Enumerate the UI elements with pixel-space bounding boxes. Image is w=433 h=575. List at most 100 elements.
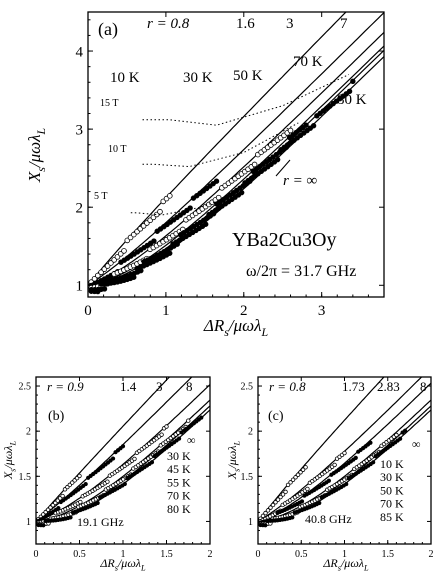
data-point (285, 482, 291, 488)
plot-area (88, 12, 384, 295)
data-point (41, 523, 46, 528)
data-point (288, 480, 293, 485)
data-point (120, 444, 126, 449)
theory-curve (88, 31, 384, 286)
data-point (77, 473, 82, 479)
y-tick-label: 1 (248, 517, 253, 528)
temperature-label: 55 K (167, 475, 191, 489)
y-tick-label: 1.5 (19, 472, 32, 483)
data-point (263, 510, 268, 516)
y-axis-label: Xs/μωλL (225, 441, 241, 481)
x-tick-label: 1.5 (382, 549, 395, 560)
data-point (164, 424, 169, 429)
data-point (151, 238, 157, 244)
data-point (159, 432, 164, 437)
y-axis-label: Xs/μωλL (25, 127, 48, 183)
data-point (326, 478, 331, 483)
data-point (91, 275, 98, 282)
curve-label-infinity: r = ∞ (283, 173, 317, 189)
curve-label: 2.83 (377, 379, 400, 394)
data-point (78, 499, 83, 505)
curve-label: 1.6 (236, 16, 255, 32)
panel-c: 0 0.5 1 1.5 2 1 1.5 2 2.5 (c) r = 0.8 1.73 2.83 8 ∞ 10 … (225, 376, 433, 572)
y-tick-label: 3 (76, 122, 84, 138)
data-point (131, 274, 137, 280)
data-point (149, 460, 155, 465)
field-label: 10 T (108, 144, 126, 155)
data-point (95, 272, 101, 279)
panel-label: (c) (268, 409, 284, 424)
curve-label-infinity: ∞ (412, 437, 421, 451)
data-point (299, 499, 305, 504)
curve-label-infinity: ∞ (187, 433, 196, 447)
data-point (303, 122, 309, 128)
data-point (290, 477, 296, 483)
temperature-label: 10 K (380, 457, 404, 471)
data-point (310, 123, 317, 129)
frequency-label: 19.1 GHz (77, 515, 124, 529)
data-point (166, 193, 173, 199)
y-tick-label: 2.5 (241, 382, 254, 393)
data-point (110, 456, 116, 461)
frequency-label: ω/2π = 31.7 GHz (246, 263, 356, 280)
plot-area (36, 377, 210, 528)
y-axis-label: Xs/μωλL (1, 441, 17, 481)
data-point (203, 221, 209, 227)
data-point (121, 248, 127, 254)
x-tick-label: 1 (162, 303, 170, 319)
temperature-label: 10 K (110, 70, 140, 86)
data-point (344, 481, 349, 487)
data-point (303, 465, 308, 470)
curve-label: 8 (420, 379, 427, 394)
data-point (300, 467, 306, 472)
plot-frame (87, 11, 385, 298)
x-tick-label: 2 (240, 303, 248, 319)
curve-label: 3 (156, 379, 163, 394)
data-point (332, 462, 337, 468)
temperature-label: 45 K (167, 462, 191, 476)
y-tick-label: 1.5 (241, 472, 254, 483)
data-point (68, 515, 73, 520)
x-tick-label: 1 (342, 549, 347, 560)
data-point (199, 415, 204, 420)
temperature-label: 70 K (167, 489, 191, 503)
x-tick-label: 1.5 (160, 549, 173, 560)
data-point (368, 440, 373, 445)
temperature-label: 70 K (293, 54, 323, 70)
frequency-label: 40.8 GHz (305, 512, 352, 526)
data-point (342, 450, 347, 456)
field-label: 5 T (94, 191, 107, 202)
x-tick-label: 0.5 (73, 549, 86, 560)
material-label: YBa2Cu3Oy (232, 229, 336, 251)
curve-label: r = 0.9 (47, 379, 84, 394)
y-tick-label: 2 (248, 427, 253, 438)
data-point (317, 500, 322, 506)
theory-curve (258, 399, 431, 522)
panel-label: (a) (98, 19, 118, 40)
temperature-label: 80 K (167, 502, 191, 516)
x-tick-label: 0 (256, 549, 261, 560)
data-point (265, 508, 271, 513)
curve-label: r = 0.8 (147, 16, 190, 32)
x-axis-label: ΔRs/μωλL (99, 556, 146, 572)
theory-curve (88, 12, 347, 286)
data-point (353, 455, 358, 460)
data-point (273, 500, 278, 505)
data-point (283, 489, 288, 495)
data-point (56, 506, 61, 511)
x-tick-label: 1 (121, 549, 126, 560)
plot-area (258, 377, 431, 528)
data-point (280, 492, 286, 497)
pointer-line (275, 159, 291, 177)
data-point (346, 88, 353, 95)
data-point (290, 515, 295, 520)
y-tick-label: 2 (76, 200, 84, 216)
data-point (278, 494, 283, 500)
data-point (251, 161, 258, 168)
x-axis-label: ΔRs/μωλL (322, 556, 369, 572)
data-point (186, 418, 191, 423)
data-point (167, 250, 173, 256)
curve-label: 8 (186, 379, 193, 394)
data-point (122, 481, 127, 487)
